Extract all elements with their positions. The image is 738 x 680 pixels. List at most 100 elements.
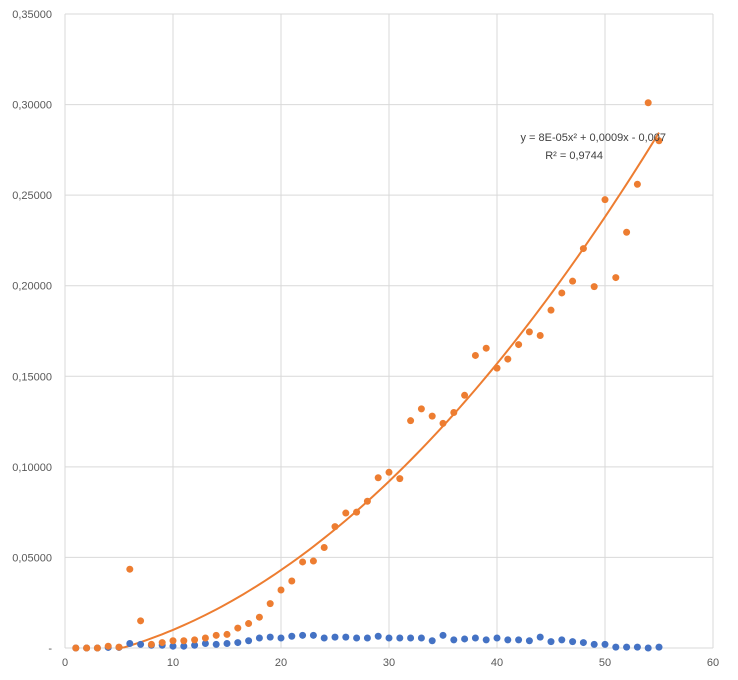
data-point (299, 558, 307, 566)
data-point (644, 99, 652, 107)
data-point (255, 634, 263, 642)
data-point (569, 277, 577, 285)
data-point (493, 364, 501, 372)
data-point (407, 417, 415, 425)
data-point (320, 634, 328, 642)
data-point (277, 634, 285, 642)
data-point (245, 620, 253, 628)
data-point (104, 642, 112, 650)
data-point (439, 631, 447, 639)
data-point (320, 543, 328, 551)
data-point (515, 636, 523, 644)
data-point (558, 636, 566, 644)
data-point (655, 137, 663, 145)
y-tick-label: 0,35000 (12, 9, 52, 21)
data-point (245, 637, 253, 645)
data-point (126, 565, 134, 573)
data-point (428, 412, 436, 420)
data-point (169, 637, 177, 645)
data-point (450, 409, 458, 417)
data-point (212, 631, 220, 639)
data-point (417, 405, 425, 413)
x-tick-label: 0 (62, 657, 68, 669)
data-point (147, 640, 155, 648)
data-point (191, 641, 199, 649)
data-points (72, 99, 663, 652)
data-point (612, 274, 620, 282)
data-point (439, 419, 447, 427)
data-point (590, 283, 598, 291)
trendline (118, 132, 660, 649)
x-tick-label: 10 (167, 657, 179, 669)
data-point (450, 636, 458, 644)
data-point (482, 344, 490, 352)
data-point (558, 289, 566, 297)
x-tick-label: 60 (707, 657, 719, 669)
y-tick-label: 0,30000 (12, 100, 52, 112)
data-point (93, 644, 101, 652)
data-point (158, 639, 166, 647)
data-point (525, 637, 533, 645)
data-point (601, 640, 609, 648)
data-point (342, 633, 350, 641)
data-point (536, 332, 544, 340)
data-point (169, 642, 177, 650)
data-point (590, 640, 598, 648)
trendline-annotation: y = 8E-05x² + 0,0009x - 0,007 R² = 0,974… (520, 132, 666, 162)
data-point (504, 355, 512, 363)
x-tick-label: 50 (599, 657, 611, 669)
data-point (137, 617, 145, 625)
data-point (212, 640, 220, 648)
data-point (288, 577, 296, 585)
trendline-equation: y = 8E-05x² + 0,0009x - 0,007 (520, 132, 666, 144)
data-point (417, 634, 425, 642)
data-point (331, 523, 339, 531)
data-point (363, 497, 371, 505)
data-point (266, 600, 274, 608)
data-point (493, 634, 501, 642)
data-point (536, 633, 544, 641)
data-point (461, 635, 469, 643)
data-point (579, 245, 587, 253)
data-point (385, 634, 393, 642)
y-tick-label: 0,05000 (12, 552, 52, 564)
data-point (309, 557, 317, 565)
data-point (471, 351, 479, 359)
data-point (277, 586, 285, 594)
data-point (396, 634, 404, 642)
data-point (633, 643, 641, 651)
gridlines (64, 13, 714, 649)
data-point (353, 634, 361, 642)
x-tick-label: 40 (491, 657, 503, 669)
data-point (374, 474, 382, 482)
y-tick-label: - (48, 643, 52, 655)
x-tick-label: 20 (275, 657, 287, 669)
x-tick-label: 30 (383, 657, 395, 669)
y-tick-label: 0,15000 (12, 371, 52, 383)
data-point (126, 639, 134, 647)
data-point (612, 643, 620, 651)
data-point (515, 341, 523, 349)
data-point (407, 634, 415, 642)
data-point (234, 639, 242, 647)
data-point (579, 639, 587, 647)
data-point (655, 643, 663, 651)
data-point (266, 633, 274, 641)
data-point (309, 631, 317, 639)
data-point (504, 636, 512, 644)
data-point (234, 624, 242, 632)
tick-labels: - 0,05000 0,10000 0,15000 0,20000 0,25000 0,30… (12, 9, 719, 669)
data-point (299, 631, 307, 639)
data-point (385, 468, 393, 476)
data-point (191, 636, 199, 644)
data-point (633, 180, 641, 188)
y-tick-label: 0,20000 (12, 281, 52, 293)
data-point (72, 644, 80, 652)
series-orange (72, 99, 663, 652)
data-point (644, 644, 652, 652)
data-point (201, 634, 209, 642)
data-point (255, 613, 263, 621)
data-point (623, 643, 631, 651)
